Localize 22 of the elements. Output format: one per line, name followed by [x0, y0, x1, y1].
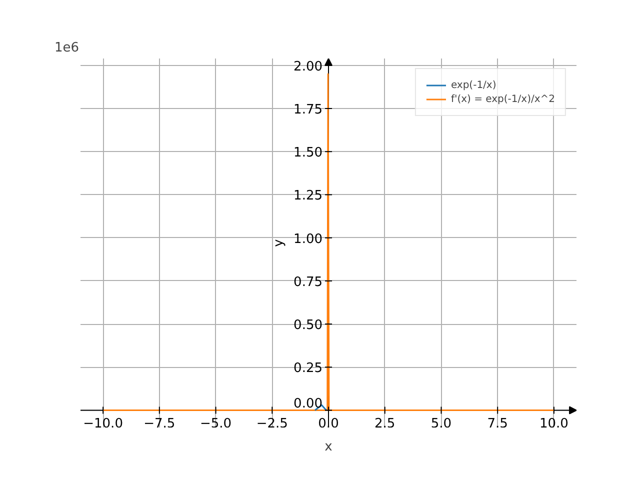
y-axis-title: y [272, 238, 286, 247]
legend-label: f'(x) = exp(-1/x)/x^2 [450, 93, 555, 105]
x-axis-title: x [324, 440, 333, 454]
x-tick-label: 2.5 [374, 416, 396, 432]
y-tick-label: 0.00 [294, 396, 323, 412]
x-tick-label: −2.5 [256, 416, 288, 432]
legend-label: exp(-1/x) [450, 79, 496, 91]
y-tick-label: 0.50 [294, 318, 323, 334]
x-tick-label: −7.5 [144, 416, 176, 432]
y-tick-label: 1.75 [294, 102, 323, 118]
y-tick-label: 1.50 [294, 146, 323, 161]
x-tick-label: 5.0 [430, 416, 452, 432]
y-tick-label: 2.00 [294, 59, 323, 74]
x-tick-label: −10.0 [83, 416, 123, 432]
y-tick-label: 0.25 [294, 361, 323, 376]
x-tick-label: 10.0 [539, 416, 568, 432]
y-tick-label: 0.75 [294, 274, 323, 290]
y-tick-label: 1.25 [294, 188, 323, 204]
text: 1e6 [54, 40, 80, 56]
x-tick-label: 7.5 [487, 416, 508, 432]
x-tick-label: −5.0 [200, 416, 232, 432]
y-tick-label: 1.00 [294, 232, 323, 247]
